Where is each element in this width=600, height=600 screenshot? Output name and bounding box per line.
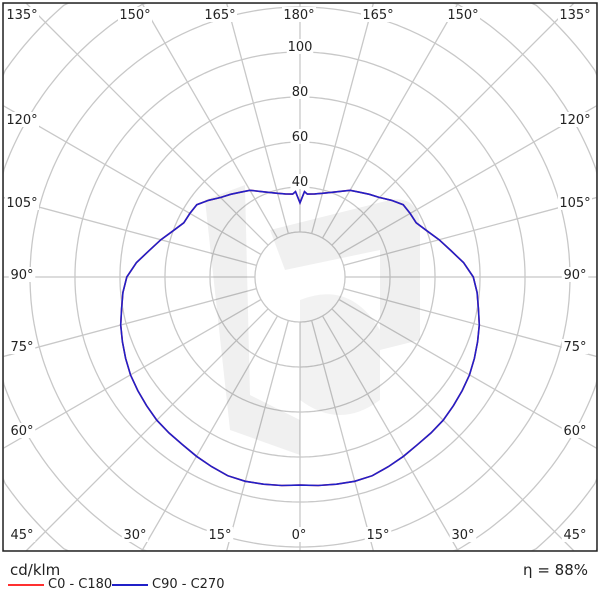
angle-label-bottom: 30°	[451, 528, 474, 543]
angle-label-right-bg	[561, 423, 589, 438]
grid-spoke	[225, 320, 289, 551]
angle-label-top: 180°	[283, 8, 314, 23]
legend-item-c90-c270: C90 - C270	[112, 577, 224, 592]
grid-spoke	[343, 288, 597, 358]
unit-label: cd/klm	[10, 561, 61, 579]
angle-label-left-bg	[8, 267, 36, 282]
grid-spoke	[25, 3, 269, 246]
angle-label-right: 60°	[563, 424, 586, 439]
grid-spoke	[331, 3, 575, 246]
grid-spoke	[141, 315, 279, 551]
angle-label-top-bg	[558, 7, 592, 22]
angle-label-left-bg	[8, 423, 36, 438]
grid-spoke	[331, 308, 575, 551]
legend-swatch-blue	[112, 583, 148, 586]
radial-tick-label-bg	[290, 174, 310, 189]
angle-label-right: 90°	[563, 268, 586, 283]
angle-label-right-bg	[558, 112, 592, 127]
angle-label-top-bg	[361, 7, 395, 22]
angle-label-bottom: 45°	[10, 528, 33, 543]
radial-tick-label-bg	[290, 129, 310, 144]
angle-label-bottom-bg	[121, 527, 149, 542]
series-curve-c90-c270	[119, 189, 481, 487]
angle-label-left: 90°	[10, 268, 33, 283]
grid-spoke	[25, 308, 269, 551]
grid-spoke	[338, 298, 597, 450]
grid-spoke	[225, 3, 289, 234]
grid-spoke	[141, 3, 279, 239]
grid-spoke	[311, 3, 375, 234]
angle-label-right-bg	[558, 195, 592, 210]
angle-label-bottom-bg	[8, 527, 36, 542]
grid-spoke	[3, 196, 257, 266]
angle-label-bottom-bg	[561, 527, 589, 542]
angle-label-left: 105°	[6, 196, 37, 211]
angle-label-left-bg	[5, 195, 39, 210]
radial-tick-label: 80	[292, 85, 309, 100]
grid-spoke	[321, 3, 459, 239]
radial-tick-label-bg	[290, 84, 310, 99]
radial-tick-label: 60	[292, 130, 309, 145]
angle-label-bottom: 0°	[292, 528, 307, 543]
angle-label-bottom-bg	[289, 527, 309, 542]
angle-label-right-bg	[561, 339, 589, 354]
angle-label-top-bg	[5, 7, 39, 22]
legend-item-c0-c180: C0 - C180	[8, 577, 112, 592]
angle-label-top: 150°	[447, 8, 478, 23]
legend-label: C0 - C180	[48, 577, 113, 592]
angle-label-bottom: 15°	[208, 528, 231, 543]
radial-tick-label-bg	[286, 39, 314, 54]
angle-label-right: 105°	[559, 196, 590, 211]
angle-label-right: 120°	[559, 113, 590, 128]
grid-spoke	[3, 298, 262, 450]
angle-label-left-bg	[5, 112, 39, 127]
angle-label-bottom: 30°	[123, 528, 146, 543]
angle-label-top: 135°	[6, 8, 37, 23]
angle-label-right-bg	[561, 267, 589, 282]
grid-spoke	[321, 315, 459, 551]
angle-label-top-bg	[118, 7, 152, 22]
grid-spoke	[3, 288, 257, 358]
angle-label-top: 135°	[559, 8, 590, 23]
angle-label-top-bg	[203, 7, 237, 22]
plot-frame	[2, 2, 598, 552]
angle-label-left: 60°	[10, 424, 33, 439]
grid-spoke	[343, 196, 597, 266]
angle-label-bottom-bg	[364, 527, 392, 542]
grid-spoke	[338, 104, 597, 256]
angle-label-top: 150°	[119, 8, 150, 23]
angle-label-bottom-bg	[449, 527, 477, 542]
grid-spoke	[311, 320, 375, 551]
angle-label-left: 75°	[10, 340, 33, 355]
efficiency-label: η = 88%	[523, 561, 588, 579]
legend-swatch-red	[8, 583, 44, 586]
angle-label-left: 120°	[6, 113, 37, 128]
radial-tick-label: 40	[292, 175, 309, 190]
angle-label-bottom-bg	[206, 527, 234, 542]
angle-label-bottom: 45°	[563, 528, 586, 543]
legend-label: C90 - C270	[152, 577, 225, 592]
angle-label-top-bg	[282, 7, 316, 22]
angle-label-top: 165°	[362, 8, 393, 23]
angle-label-top-bg	[446, 7, 480, 22]
angle-label-top: 165°	[204, 8, 235, 23]
angle-label-right: 75°	[563, 340, 586, 355]
angle-label-left-bg	[8, 339, 36, 354]
angle-label-bottom: 15°	[366, 528, 389, 543]
radial-tick-label: 100	[288, 40, 313, 55]
grid-spoke	[3, 104, 262, 256]
watermark-logo	[205, 185, 420, 455]
